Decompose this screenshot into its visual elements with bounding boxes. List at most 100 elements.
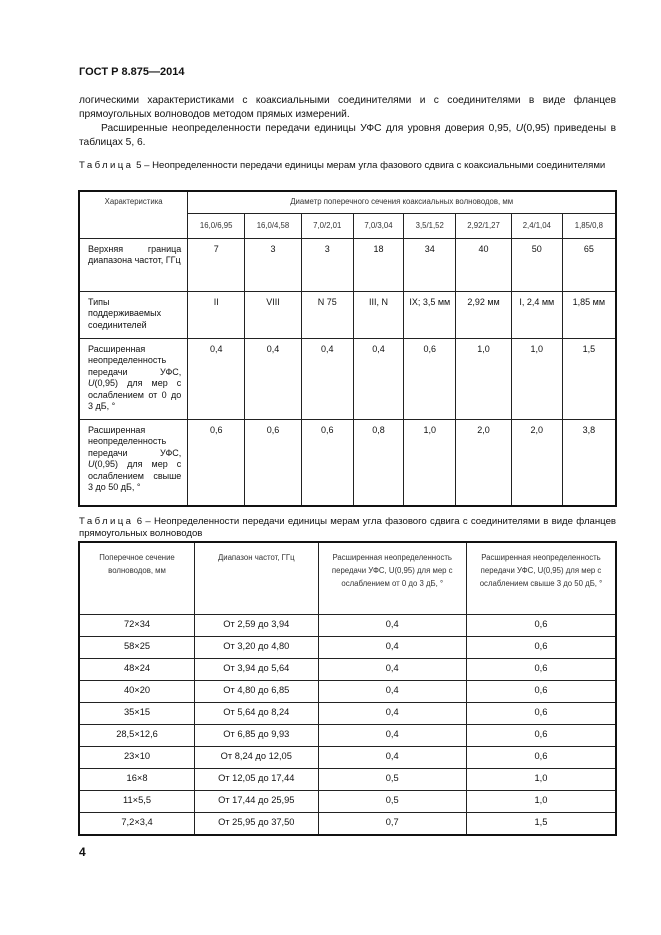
- caption-text: 5 – Неопределенности передачи единицы ме…: [133, 160, 606, 171]
- table-cell: 23×10: [78, 746, 196, 769]
- table-cell: 0,8: [352, 418, 405, 507]
- diameter-header: 1,85/0,8: [561, 212, 617, 239]
- table-cell: 0,6: [244, 418, 302, 507]
- table-row: 16×8 От 12,05 до 17,44 0,5 1,0: [78, 768, 617, 791]
- table-cell: 0,4: [317, 680, 467, 703]
- table-cell: 0,4: [187, 337, 246, 420]
- text: (0,95) для мер с ослаблением от 0 до 3 д…: [88, 378, 182, 411]
- table-cell: 0,6: [300, 418, 354, 507]
- table-cell: 18: [352, 237, 405, 292]
- column-header: Характеристика: [78, 190, 189, 239]
- page-number: 4: [79, 845, 86, 859]
- table-cell: 40: [455, 237, 512, 292]
- table-row: 35×15 От 5,64 до 8,24 0,4 0,6: [78, 702, 617, 725]
- table-cell: 0,6: [465, 614, 617, 637]
- table-cell: 0,4: [317, 724, 467, 747]
- text: (0,95) для мер с ослаблением свыше 3 до …: [88, 459, 182, 492]
- diameter-header: 7,0/3,04: [352, 212, 405, 239]
- text: Расширенные неопределенности передачи ед…: [101, 123, 516, 134]
- table-cell: 65: [561, 237, 617, 292]
- table-cell: 0,6: [187, 418, 246, 507]
- table-cell: 0,4: [317, 702, 467, 725]
- table-cell: 40×20: [78, 680, 196, 703]
- table-cell: 58×25: [78, 636, 196, 659]
- table-cell: 1,5: [465, 812, 617, 836]
- table-row: Верхняя граница диапазона частот, ГГц 7 3 3…: [78, 237, 617, 292]
- table-cell: От 17,44 до 25,95: [194, 790, 319, 813]
- table-row: 23×10 От 8,24 до 12,05 0,4 0,6: [78, 746, 617, 769]
- table-cell: 0,4: [317, 636, 467, 659]
- table-row: Расширенная неопределенность передачи УФ…: [78, 337, 617, 420]
- table-row: 40×20 От 4,80 до 6,85 0,4 0,6: [78, 680, 617, 703]
- paragraph: Расширенные неопределенности передачи ед…: [79, 122, 616, 150]
- table-cell: 72×34: [78, 614, 196, 637]
- table-row: 7,2×3,4 От 25,95 до 37,50 0,7 1,5: [78, 812, 617, 836]
- text: U: [515, 123, 524, 134]
- diameter-header: 3,5/1,52: [403, 212, 457, 239]
- table-row: Типы поддерживаемых соединителей II VIII N …: [78, 290, 617, 339]
- table-cell: 0,4: [300, 337, 354, 420]
- table-cell: III, N: [352, 290, 405, 339]
- table-cell: 0,6: [403, 337, 457, 420]
- table-cell: 0,4: [244, 337, 302, 420]
- table-cell: 1,0: [465, 768, 617, 791]
- table-cell: 0,7: [317, 812, 467, 836]
- table-cell: 0,4: [352, 337, 405, 420]
- table-row: Расширенная неопределенность передачи УФ…: [78, 418, 617, 507]
- row-label: Расширенная неопределенность передачи УФ…: [78, 337, 189, 420]
- table-cell: N 75: [300, 290, 354, 339]
- group-header: Диаметр поперечного сечения коаксиальных…: [187, 190, 617, 214]
- table-cell: 2,92 мм: [455, 290, 512, 339]
- column-header: Расширенная неопределенность передачи УФ…: [465, 541, 617, 615]
- caption-label: Таблица: [79, 160, 134, 171]
- table-row: 48×24 От 3,94 до 5,64 0,4 0,6: [78, 658, 617, 681]
- table-cell: От 12,05 до 17,44: [194, 768, 319, 791]
- table-cell: От 2,59 до 3,94: [194, 614, 319, 637]
- table-cell: I, 2,4 мм: [510, 290, 563, 339]
- table-cell: 0,6: [465, 636, 617, 659]
- table-caption: Таблица 6 – Неопределенности передачи ед…: [79, 516, 616, 540]
- table-cell: От 25,95 до 37,50: [194, 812, 319, 836]
- table-cell: 1,0: [510, 337, 563, 420]
- table-caption: Таблица 5 – Неопределенности передачи ед…: [79, 160, 616, 172]
- table-cell: 2,0: [455, 418, 512, 507]
- table-cell: 1,0: [403, 418, 457, 507]
- table-cell: 28,5×12,6: [78, 724, 196, 747]
- diameter-header: 2,4/1,04: [510, 212, 563, 239]
- diameter-header: 7,0/2,01: [300, 212, 354, 239]
- table-cell: 16×8: [78, 768, 196, 791]
- table-cell: 0,5: [317, 790, 467, 813]
- diameter-header: 16,0/6,95: [187, 212, 246, 239]
- row-label: Расширенная неопределенность передачи УФ…: [78, 418, 189, 507]
- document-header: ГОСТ Р 8.875—2014: [79, 66, 185, 78]
- table-cell: 35×15: [78, 702, 196, 725]
- table-cell: От 4,80 до 6,85: [194, 680, 319, 703]
- table-cell: 2,0: [510, 418, 563, 507]
- table-row: 28,5×12,6 От 6,85 до 9,93 0,4 0,6: [78, 724, 617, 747]
- table-cell: 1,5: [561, 337, 617, 420]
- table-cell: 3: [244, 237, 302, 292]
- table-cell: 0,6: [465, 658, 617, 681]
- text: U: [88, 459, 95, 469]
- table-cell: 11×5,5: [78, 790, 196, 813]
- table-cell: 0,6: [465, 724, 617, 747]
- diameter-header: 16,0/4,58: [244, 212, 302, 239]
- column-header: Расширенная неопределенность передачи УФ…: [317, 541, 467, 615]
- table-cell: IX; 3,5 мм: [403, 290, 457, 339]
- table-cell: 50: [510, 237, 563, 292]
- table-cell: 7,2×3,4: [78, 812, 196, 836]
- table-cell: От 8,24 до 12,05: [194, 746, 319, 769]
- paragraph: логическими характеристиками с коаксиаль…: [79, 95, 616, 120]
- table-6: Поперечное сечение волноводов, мм Диапазо…: [78, 541, 617, 836]
- table-row: 58×25 От 3,20 до 4,80 0,4 0,6: [78, 636, 617, 659]
- table-cell: От 6,85 до 9,93: [194, 724, 319, 747]
- text: U: [88, 378, 95, 388]
- table-cell: От 3,94 до 5,64: [194, 658, 319, 681]
- table-cell: От 5,64 до 8,24: [194, 702, 319, 725]
- table-cell: 7: [187, 237, 246, 292]
- table-cell: 0,6: [465, 746, 617, 769]
- table-cell: 0,6: [465, 680, 617, 703]
- table-cell: II: [187, 290, 246, 339]
- table-5: Характеристика Диаметр поперечного сечени…: [78, 190, 617, 507]
